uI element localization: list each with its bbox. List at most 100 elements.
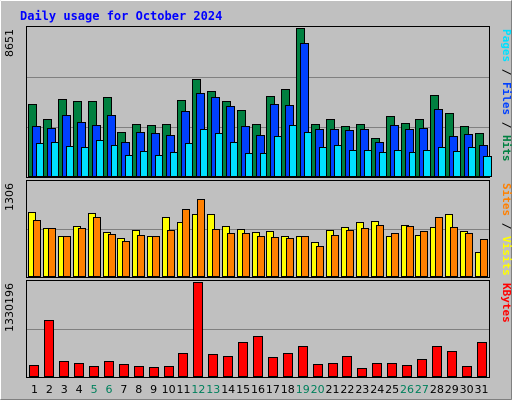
panel-visits-ylabel: Sites / Visits xyxy=(500,183,512,276)
bar-kbytes-day-3 xyxy=(59,361,69,377)
bar-kbytes-day-8 xyxy=(134,366,144,377)
x-tick-label-23: 23 xyxy=(355,383,369,396)
x-tick-label-30: 30 xyxy=(460,383,474,396)
panel-visits-max-label: 1306 xyxy=(3,183,16,211)
x-tick-label-1: 1 xyxy=(31,383,38,396)
x-tick-label-26: 26 xyxy=(400,383,414,396)
bar-pages-day-31 xyxy=(483,156,492,177)
panel-hits-ylabel: Pages / Files / Hits xyxy=(500,29,512,162)
bar-sites-day-20 xyxy=(316,246,324,277)
bar-sites-day-30 xyxy=(465,233,473,277)
bar-sites-day-9 xyxy=(152,236,160,277)
x-tick-label-19: 19 xyxy=(296,383,310,396)
bar-sites-day-28 xyxy=(435,217,443,277)
bar-kbytes-day-12 xyxy=(193,282,203,377)
ylabel-pages: Pages xyxy=(500,29,512,62)
bar-kbytes-day-16 xyxy=(253,336,263,377)
x-tick-label-20: 20 xyxy=(311,383,325,396)
panel-hits: 8651 Pages / Files / Hits xyxy=(3,26,512,178)
bar-sites-day-15 xyxy=(242,233,250,277)
x-tick-label-21: 21 xyxy=(326,383,340,396)
x-tick-label-4: 4 xyxy=(76,383,83,396)
bar-kbytes-day-20 xyxy=(313,364,323,377)
x-tick-label-31: 31 xyxy=(475,383,489,396)
bar-sites-day-5 xyxy=(93,217,101,277)
bar-sites-day-4 xyxy=(78,228,86,277)
bar-kbytes-day-1 xyxy=(29,365,39,377)
x-tick-label-6: 6 xyxy=(105,383,112,396)
bar-kbytes-day-5 xyxy=(89,366,99,377)
x-tick-label-27: 27 xyxy=(415,383,429,396)
bar-kbytes-day-4 xyxy=(74,363,84,377)
panel-hits-max-label: 8651 xyxy=(3,29,16,57)
bar-kbytes-day-10 xyxy=(164,366,174,377)
x-tick-label-13: 13 xyxy=(206,383,220,396)
ylabel-separator: / xyxy=(500,62,512,82)
bar-sites-day-8 xyxy=(137,235,145,277)
bar-kbytes-day-17 xyxy=(268,357,278,377)
bar-kbytes-day-31 xyxy=(477,342,487,377)
bar-kbytes-day-22 xyxy=(342,356,352,377)
x-tick-label-15: 15 xyxy=(236,383,250,396)
bar-kbytes-day-7 xyxy=(119,364,129,377)
x-tick-label-24: 24 xyxy=(370,383,384,396)
x-tick-label-2: 2 xyxy=(46,383,53,396)
bar-sites-day-13 xyxy=(212,229,220,277)
x-tick-label-25: 25 xyxy=(385,383,399,396)
x-tick-label-5: 5 xyxy=(91,383,98,396)
bar-kbytes-day-13 xyxy=(208,354,218,377)
bar-sites-day-10 xyxy=(167,230,175,277)
x-tick-label-16: 16 xyxy=(251,383,265,396)
x-tick-label-29: 29 xyxy=(445,383,459,396)
bar-sites-day-12 xyxy=(197,199,205,277)
bar-kbytes-day-23 xyxy=(357,368,367,377)
x-tick-label-9: 9 xyxy=(150,383,157,396)
bar-kbytes-day-27 xyxy=(417,359,427,377)
bar-kbytes-day-11 xyxy=(178,353,188,377)
bar-kbytes-day-14 xyxy=(223,356,233,377)
bar-sites-day-23 xyxy=(361,228,369,277)
bar-sites-day-29 xyxy=(450,227,458,277)
ylabel-kbytes: KBytes xyxy=(500,283,512,323)
bar-sites-day-31 xyxy=(480,239,488,277)
bar-kbytes-day-29 xyxy=(447,351,457,377)
bar-sites-day-26 xyxy=(406,226,414,277)
bar-sites-day-22 xyxy=(346,230,354,277)
bar-sites-day-17 xyxy=(271,237,279,277)
bar-sites-day-21 xyxy=(331,235,339,277)
bar-kbytes-day-18 xyxy=(283,353,293,377)
x-tick-label-28: 28 xyxy=(430,383,444,396)
bar-kbytes-day-6 xyxy=(104,361,114,377)
x-axis-labels: 1 2 3 4 5 6 7 8 9 10 11 12 13 14 15 16 17 18 19 20 21 22 23 24 2… xyxy=(31,383,489,396)
ylabel-visits: Visits xyxy=(500,236,512,276)
ylabel-separator: / xyxy=(500,216,512,236)
x-tick-label-14: 14 xyxy=(221,383,235,396)
panel-kbytes: 1330196 KBytes xyxy=(3,280,512,378)
bar-kbytes-day-21 xyxy=(328,363,338,377)
bar-sites-day-19 xyxy=(301,236,309,277)
bar-sites-day-18 xyxy=(286,238,294,277)
bar-sites-day-16 xyxy=(257,236,265,277)
bar-sites-day-24 xyxy=(376,225,384,277)
bar-kbytes-day-9 xyxy=(149,367,159,377)
bar-kbytes-day-19 xyxy=(298,346,308,377)
x-tick-label-17: 17 xyxy=(266,383,280,396)
bar-sites-day-14 xyxy=(227,233,235,277)
bar-sites-day-25 xyxy=(391,233,399,277)
bar-sites-day-11 xyxy=(182,209,190,277)
x-tick-label-8: 8 xyxy=(135,383,142,396)
x-tick-label-10: 10 xyxy=(162,383,176,396)
bar-kbytes-day-30 xyxy=(462,366,472,377)
ylabel-separator: / xyxy=(500,115,512,135)
chart-title: Daily usage for October 2024 xyxy=(20,9,222,23)
bar-kbytes-day-15 xyxy=(238,342,248,377)
x-tick-label-7: 7 xyxy=(120,383,127,396)
x-tick-label-22: 22 xyxy=(340,383,354,396)
panel-visits: 1306 Sites / Visits xyxy=(3,180,512,278)
chart-panels: 8651 Pages / Files / Hits 1306 Sites / Visi… xyxy=(3,26,512,378)
x-tick-label-11: 11 xyxy=(176,383,190,396)
bar-kbytes-day-24 xyxy=(372,363,382,377)
ylabel-files: Files xyxy=(500,82,512,115)
bar-sites-day-1 xyxy=(33,220,41,277)
